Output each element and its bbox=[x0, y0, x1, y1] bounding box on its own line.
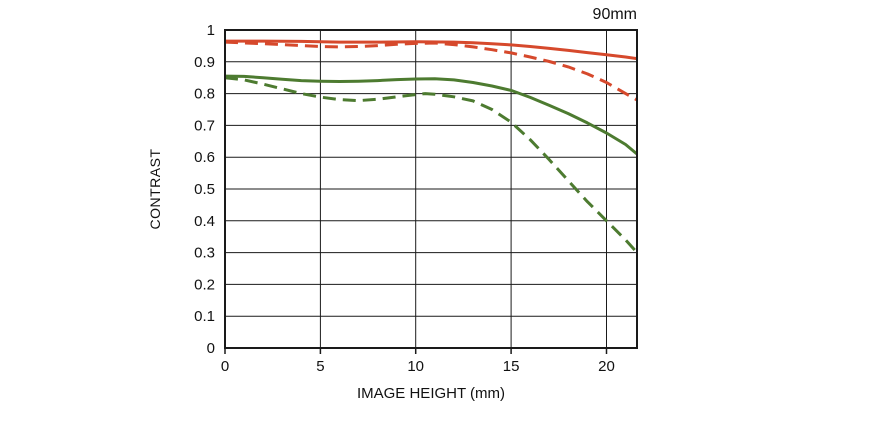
series-green-solid bbox=[224, 74, 638, 156]
plot-border bbox=[224, 29, 638, 349]
y-tick-label: 1 bbox=[207, 22, 215, 39]
x-tick-label: 20 bbox=[598, 358, 615, 375]
x-tick-label: 5 bbox=[316, 358, 324, 375]
x-tick-label: 0 bbox=[221, 358, 229, 375]
y-tick-label: 0.4 bbox=[194, 213, 215, 230]
x-tick-label: 15 bbox=[503, 358, 520, 375]
y-tick-label: 0.8 bbox=[194, 86, 215, 103]
y-tick-label: 0.7 bbox=[194, 117, 215, 134]
x-axis-title: IMAGE HEIGHT (mm) bbox=[356, 385, 506, 402]
x-tick-label: 10 bbox=[407, 358, 424, 375]
y-tick-label: 0.5 bbox=[194, 181, 215, 198]
y-tick-label: 0.2 bbox=[194, 276, 215, 293]
y-tick-label: 0.6 bbox=[194, 149, 215, 166]
series-red-dashed bbox=[224, 40, 638, 102]
series-green-dashed bbox=[224, 76, 639, 254]
y-tick-label: 0.1 bbox=[194, 308, 215, 325]
chart-title: 90mm bbox=[592, 6, 637, 23]
series-red-solid bbox=[225, 39, 638, 61]
y-tick-label: 0.3 bbox=[194, 245, 215, 262]
y-tick-label: 0 bbox=[207, 340, 215, 357]
y-tick-label: 0.9 bbox=[194, 54, 215, 71]
